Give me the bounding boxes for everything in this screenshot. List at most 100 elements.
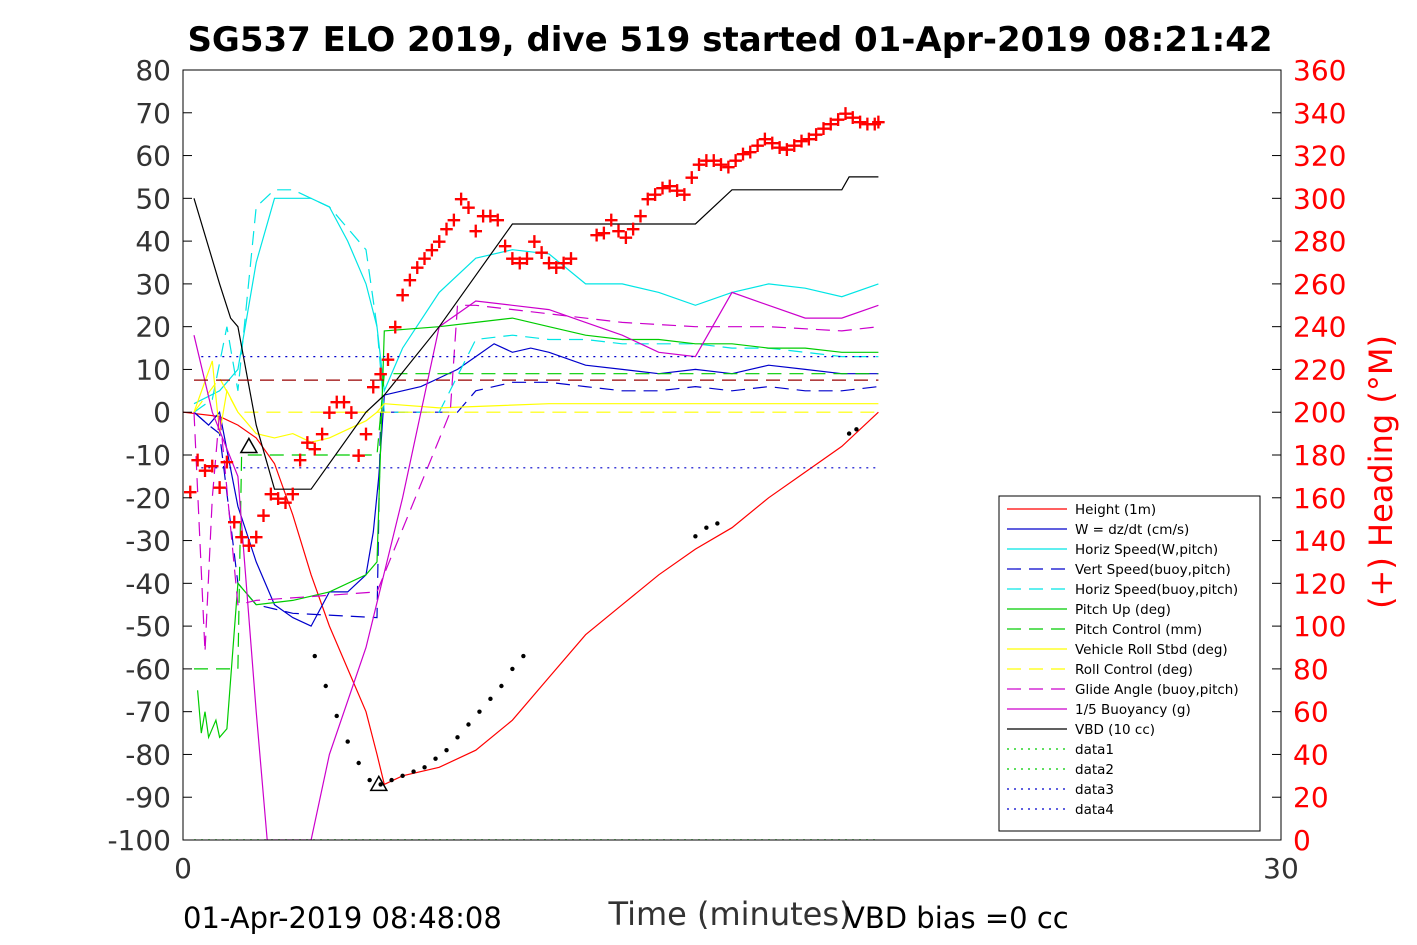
heading-marker: + (445, 208, 462, 232)
y-tick-label: 50 (135, 182, 171, 215)
heading-marker: + (669, 178, 686, 202)
x-tick-label: 30 (1263, 852, 1299, 885)
right-tick-label: 300 (1293, 182, 1346, 215)
series-line-5 (197, 317, 879, 740)
y-tick-label: -60 (125, 653, 171, 686)
heading-marker: + (292, 447, 309, 471)
heading-marker: + (314, 422, 331, 446)
heading-marker: + (460, 195, 477, 219)
height-dot-marker (521, 653, 526, 659)
legend-label: Pitch Control (mm) (1075, 622, 1202, 638)
heading-marker: + (467, 218, 484, 242)
heading-marker: + (837, 101, 854, 125)
y-tick-label: -30 (125, 525, 171, 558)
footer-timestamp: 01-Apr-2019 08:48:08 (183, 901, 502, 935)
heading-marker: + (262, 482, 279, 506)
height-dot-marker (846, 431, 852, 436)
height-dot-marker (356, 760, 361, 766)
heading-marker: + (233, 524, 250, 548)
legend-label: data3 (1075, 782, 1114, 798)
axis-layer: 80706050403020100-10-20-30-40-50-60-70-8… (107, 54, 1346, 885)
heading-marker: + (270, 486, 287, 510)
height-dot-marker (411, 769, 416, 774)
right-tick-label: 40 (1293, 738, 1329, 771)
y-tick-label: -100 (107, 824, 171, 857)
height-dot-marker (455, 735, 460, 740)
series-line-4 (193, 189, 879, 413)
y-tick-label: -90 (125, 781, 171, 814)
legend-label: Horiz Speed(buoy,pitch) (1075, 582, 1238, 598)
triangle-marker (239, 436, 259, 454)
heading-marker: + (409, 255, 426, 279)
heading-marker: + (511, 251, 528, 275)
footer-vbd-bias: VBD bias =0 cc (845, 901, 1069, 935)
heading-marker: + (815, 116, 832, 140)
heading-marker: + (647, 182, 664, 206)
heading-marker: + (197, 458, 214, 482)
legend-label: Vehicle Roll Stbd (deg) (1075, 642, 1228, 658)
right-tick-label: 260 (1293, 268, 1346, 301)
height-dot-marker (367, 777, 372, 783)
heading-marker: + (870, 109, 887, 133)
series-line-0 (183, 411, 879, 786)
heading-marker: + (402, 268, 419, 292)
heading-marker: + (563, 246, 580, 270)
heading-marker: + (727, 148, 744, 172)
right-tick-label: 280 (1293, 225, 1346, 258)
y-tick-label: -10 (125, 439, 171, 472)
right-tick-label: 220 (1293, 353, 1346, 386)
heading-marker: + (453, 186, 470, 210)
heading-marker: + (764, 131, 781, 155)
heading-marker: + (632, 203, 649, 227)
heading-marker: + (416, 246, 433, 270)
heading-marker: + (555, 251, 572, 275)
legend-label: data4 (1075, 802, 1114, 818)
heading-marker: + (793, 129, 810, 153)
heading-marker: + (387, 315, 404, 339)
height-dot-marker (312, 653, 317, 659)
series-line-9 (193, 304, 879, 652)
y-tick-label: 0 (153, 396, 171, 429)
legend-label: 1/5 Buoyancy (g) (1075, 702, 1191, 718)
legend-label: data1 (1075, 742, 1114, 758)
heading-marker: + (639, 186, 656, 210)
y-tick-label: 20 (135, 311, 171, 344)
heading-marker: + (423, 238, 440, 262)
height-dot-marker (444, 747, 449, 753)
height-dot-marker (378, 782, 383, 787)
heading-marker: + (548, 255, 565, 279)
heading-marker: + (749, 133, 766, 157)
right-tick-label: 20 (1293, 781, 1329, 814)
heading-marker: + (182, 479, 199, 503)
height-dot-marker (389, 777, 394, 783)
right-tick-label: 0 (1293, 824, 1311, 857)
y-tick-label: 40 (135, 225, 171, 258)
heading-marker: + (343, 400, 360, 424)
series-line-10 (193, 291, 879, 840)
height-dot-marker (854, 427, 859, 432)
heading-marker: + (661, 174, 678, 198)
legend-label: VBD (10 cc) (1075, 722, 1155, 738)
height-dot-marker (477, 709, 482, 714)
heading-marker: + (866, 111, 883, 135)
heading-marker: + (219, 449, 236, 473)
heading-marker: + (588, 223, 605, 247)
legend-label: Roll Control (deg) (1075, 662, 1193, 678)
heading-marker: + (691, 152, 708, 176)
heading-marker: + (757, 126, 774, 150)
series-line-2 (193, 197, 879, 405)
heading-marker: + (240, 533, 257, 557)
height-dot-marker (466, 722, 471, 727)
heading-marker: + (211, 475, 228, 499)
right-tick-label: 320 (1293, 140, 1346, 173)
heading-marker: + (654, 176, 671, 200)
heading-marker: + (852, 109, 869, 133)
height-dot-marker (499, 683, 504, 689)
heading-marker: + (713, 152, 730, 176)
height-dot-marker (693, 534, 698, 539)
marker-layer: ++++++++++++++++++++++++++++++++++++++++… (182, 101, 887, 792)
heading-marker: + (226, 509, 243, 533)
heading-marker: + (610, 218, 627, 242)
heading-marker: + (771, 135, 788, 159)
